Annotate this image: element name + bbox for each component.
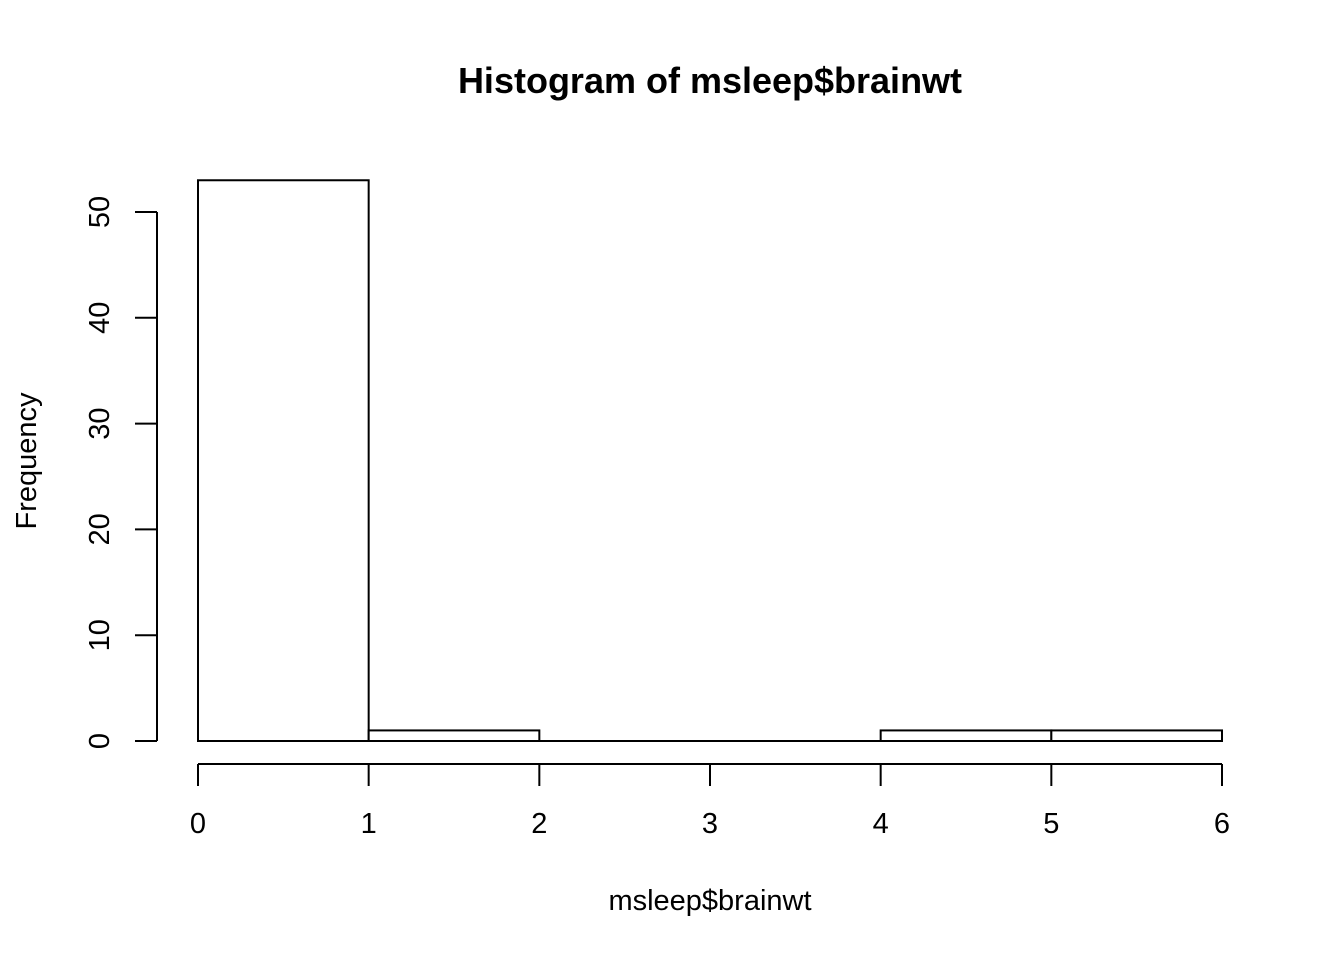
y-tick-label-2: 20 — [84, 513, 116, 545]
histogram-bar-4 — [879, 729, 1053, 742]
x-tick-label-4: 4 — [873, 808, 889, 840]
y-tick-label-1: 10 — [84, 619, 116, 651]
chart-title: Histogram of msleep$brainwt — [458, 60, 962, 101]
x-tick-label-0: 0 — [190, 808, 206, 840]
bars-group — [197, 179, 1224, 742]
x-tick-label-2: 2 — [531, 808, 547, 840]
x-axis-label: msleep$brainwt — [608, 885, 811, 917]
histogram-bar-0 — [197, 179, 370, 742]
y-axis-label: Frequency — [11, 392, 43, 530]
y-tick-label-4: 40 — [84, 302, 116, 334]
histogram-bar-1 — [367, 729, 541, 742]
x-tick-label-1: 1 — [361, 808, 377, 840]
y-tick-label-3: 30 — [84, 407, 116, 439]
x-tick-label-5: 5 — [1043, 808, 1059, 840]
x-axis: 0 1 2 3 4 5 6 — [190, 763, 1230, 840]
x-tick-label-6: 6 — [1214, 808, 1230, 840]
histogram-bar-5 — [1050, 729, 1224, 742]
y-axis: 0 10 20 30 40 50 — [84, 196, 158, 749]
y-tick-label-0: 0 — [84, 733, 116, 749]
x-tick-label-3: 3 — [702, 808, 718, 840]
y-tick-label-5: 50 — [84, 196, 116, 228]
